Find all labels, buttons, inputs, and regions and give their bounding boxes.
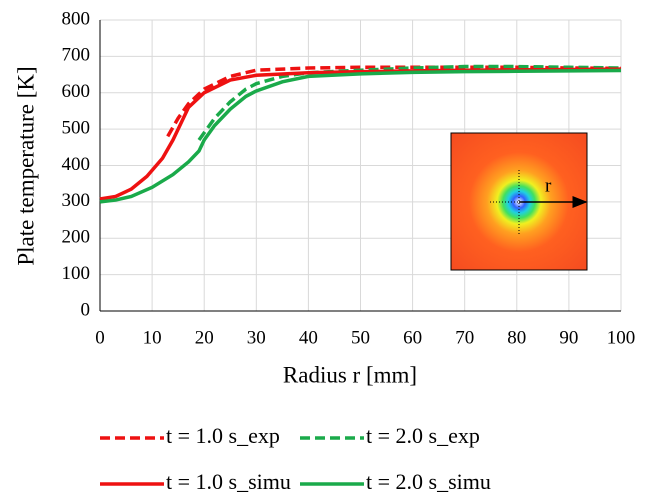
y-axis-label: Plate temperature [K] [13, 66, 38, 265]
inset: r [450, 132, 588, 271]
y-tick-label: 800 [62, 8, 91, 29]
plot-area: 0 100 200 300 400 500 600 700 800 0 10 20 30 40 50 60 70… [62, 8, 636, 348]
y-tick-label: 100 [62, 263, 91, 284]
x-tick-label: 50 [351, 327, 370, 348]
series-line [166, 65, 622, 138]
inset-label: r [545, 175, 552, 196]
x-tick-label: 70 [455, 327, 474, 348]
y-tick-label: 200 [62, 227, 91, 248]
y-tick-label: 500 [62, 117, 91, 138]
x-tick-label: 40 [299, 327, 318, 348]
x-tick-label: 30 [247, 327, 266, 348]
x-tick-label: 0 [95, 327, 105, 348]
x-tick-label: 20 [195, 327, 214, 348]
x-tick-label: 100 [607, 327, 636, 348]
legend-label: t = 1.0 s_exp [166, 423, 280, 448]
y-tick-label: 0 [81, 299, 91, 320]
y-tick-label: 400 [62, 154, 91, 175]
series-line [99, 68, 622, 204]
x-tick-label: 10 [143, 327, 162, 348]
y-tick-label: 700 [62, 45, 91, 66]
y-tick-label: 300 [62, 190, 91, 211]
x-tick-label: 60 [403, 327, 422, 348]
x-axis-label: Radius r [mm] [283, 362, 417, 387]
legend-label: t = 1.0 s_simu [166, 469, 291, 494]
x-tick-label: 80 [507, 327, 526, 348]
y-tick-label: 600 [62, 81, 91, 102]
legend-label: t = 2.0 s_exp [366, 423, 480, 448]
x-tick-label: 90 [559, 327, 578, 348]
legend-label: t = 2.0 s_simu [366, 469, 491, 494]
